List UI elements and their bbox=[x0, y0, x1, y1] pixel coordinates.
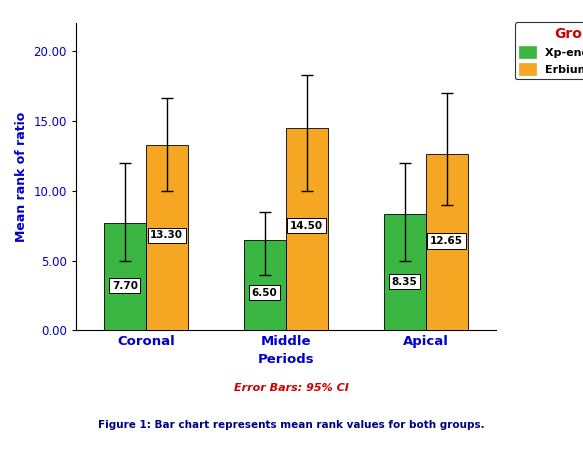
Bar bbox=[146, 145, 188, 330]
Bar bbox=[244, 240, 286, 330]
Text: 7.70: 7.70 bbox=[112, 281, 138, 291]
Text: 13.30: 13.30 bbox=[150, 230, 183, 241]
Bar bbox=[384, 214, 426, 330]
Bar bbox=[286, 128, 328, 330]
Text: Figure 1: Bar chart represents mean rank values for both groups.: Figure 1: Bar chart represents mean rank… bbox=[98, 420, 485, 430]
Bar bbox=[426, 154, 468, 330]
Legend: Xp-endo Shaper, Erbium: Xp-endo Shaper, Erbium bbox=[515, 22, 583, 79]
Bar bbox=[104, 223, 146, 330]
Text: 14.50: 14.50 bbox=[290, 221, 323, 230]
Text: 12.65: 12.65 bbox=[430, 236, 463, 246]
Text: 6.50: 6.50 bbox=[252, 288, 278, 298]
Text: 8.35: 8.35 bbox=[392, 277, 417, 286]
Text: Error Bars: 95% CI: Error Bars: 95% CI bbox=[234, 383, 349, 393]
Y-axis label: Mean rank of ratio: Mean rank of ratio bbox=[15, 112, 28, 242]
X-axis label: Periods: Periods bbox=[257, 353, 314, 366]
